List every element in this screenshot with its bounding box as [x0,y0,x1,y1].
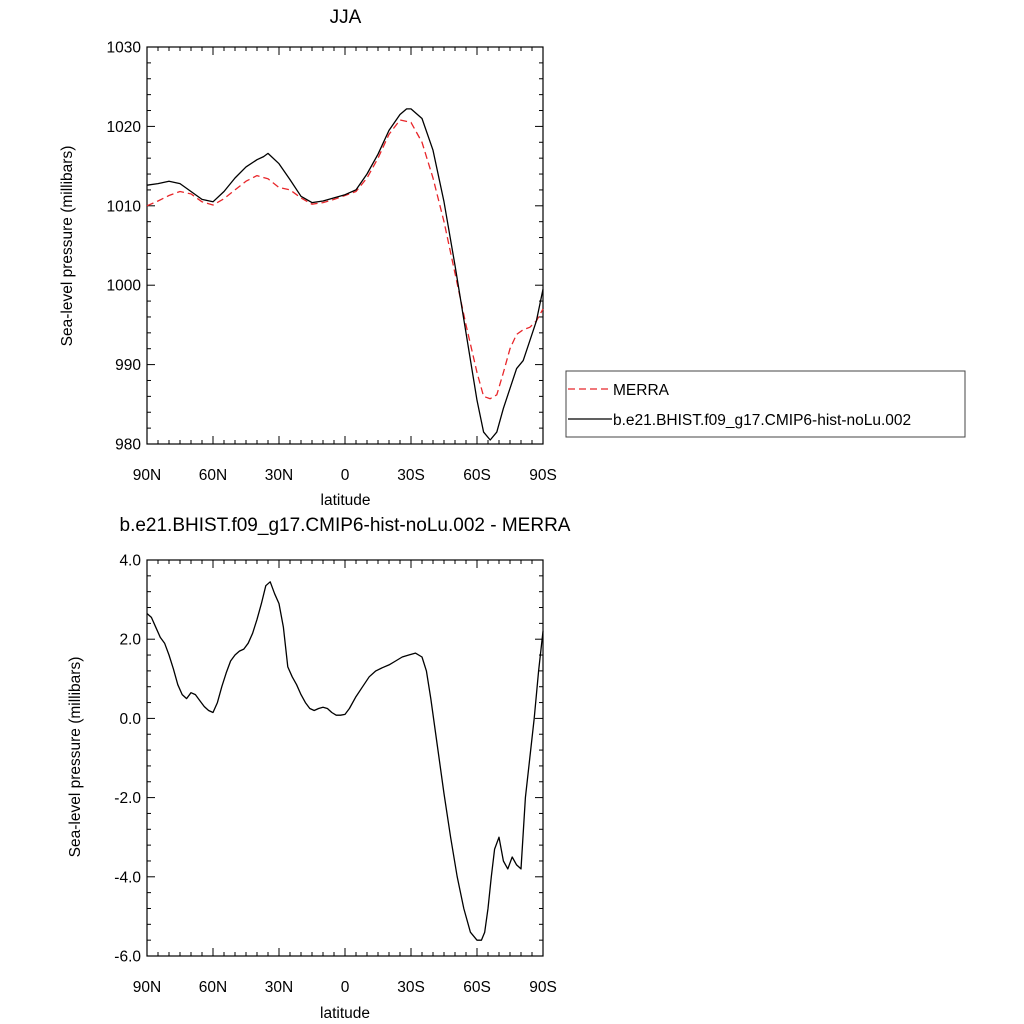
series-line-model [146,108,544,441]
y-tick-label: 1020 [107,119,142,136]
x-tick-label: 90N [133,979,161,996]
y-tick-label: -6.0 [114,949,141,966]
x-tick-label: 0 [341,979,350,996]
x-axis-label: latitude [321,492,371,509]
series-line-model [146,581,544,941]
x-tick-label: 90S [529,979,557,996]
legend: MERRA b.e21.BHIST.f09_g17.CMIP6-hist-noL… [565,370,966,438]
series-line-merra [146,119,544,400]
chart-title: b.e21.BHIST.f09_g17.CMIP6-hist-noLu.002 … [120,515,571,536]
chart-title: JJA [330,7,362,28]
y-tick-label: -4.0 [114,869,141,886]
x-tick-label: 30N [265,467,293,484]
plot-frame [146,46,544,445]
plot-frame [146,559,544,957]
y-tick-label: 1010 [107,198,142,215]
y-tick-label: 0.0 [119,711,141,728]
x-tick-label: 60S [463,979,491,996]
legend-label-merra: MERRA [613,382,670,399]
legend-frame [565,370,966,438]
y-tick-label: 980 [115,437,141,454]
x-tick-label: 60N [199,979,227,996]
pressure-panel: JJA latitude Sea-level pressure (milliba… [59,7,557,509]
x-axis-label: latitude [320,1005,370,1022]
y-tick-label: 2.0 [119,632,141,649]
x-tick-label: 0 [341,467,350,484]
y-tick-label: -2.0 [114,790,141,807]
x-tick-label: 90S [529,467,557,484]
y-tick-label: 4.0 [119,553,141,570]
x-tick-label: 60N [199,467,227,484]
x-tick-label: 60S [463,467,491,484]
y-tick-label: 990 [115,357,141,374]
y-tick-label: 1000 [107,278,142,295]
x-tick-label: 30S [397,979,425,996]
x-tick-label: 90N [133,467,161,484]
difference-panel: b.e21.BHIST.f09_g17.CMIP6-hist-noLu.002 … [67,515,571,1022]
x-tick-label: 30S [397,467,425,484]
y-axis-label: Sea-level pressure (millibars) [67,657,84,858]
y-tick-label: 1030 [107,40,142,57]
y-axis-label: Sea-level pressure (millibars) [59,146,76,347]
x-tick-label: 30N [265,979,293,996]
legend-label-model: b.e21.BHIST.f09_g17.CMIP6-hist-noLu.002 [613,412,911,429]
